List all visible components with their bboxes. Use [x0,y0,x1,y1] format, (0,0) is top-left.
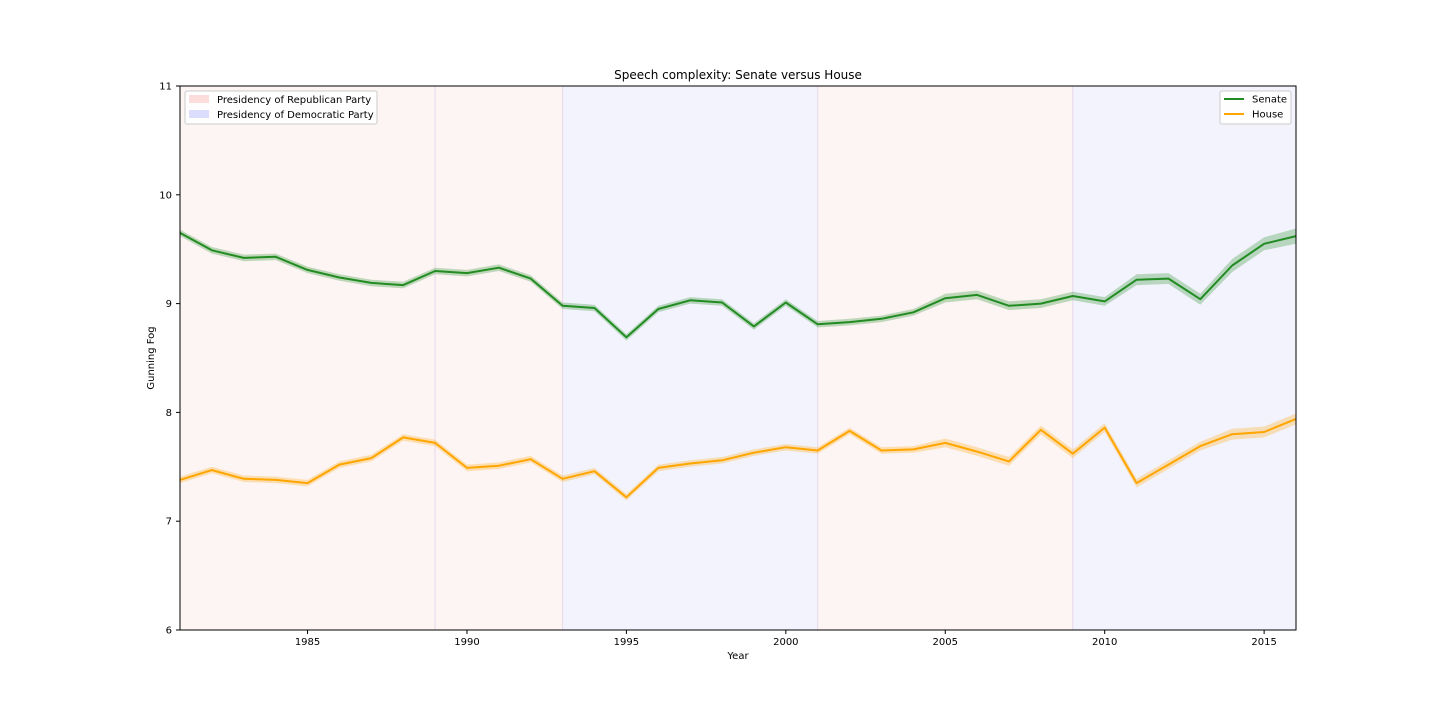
y-tick-label: 8 [166,408,172,419]
x-tick-label: 2005 [933,637,958,648]
senate-line [179,232,1297,339]
y-tick-label: 7 [166,517,172,528]
y-axis-label: Gunning Fog [146,326,157,389]
plot-frame [179,85,1297,631]
legend-presidency: Presidency of Republican Party Presidency… [184,90,378,125]
legend-series: Senate House [1219,90,1292,125]
presidency-period-democratic [1072,86,1296,630]
legend-label: Presidency of Republican Party [217,95,371,106]
x-axis: 1985 1990 1995 2000 2005 2010 2015 [295,630,1277,648]
y-tick-label: 10 [159,190,172,201]
legend-label: Senate [1252,95,1287,106]
y-axis: 6 7 8 9 10 11 [159,82,180,637]
x-tick-label: 1990 [454,637,479,648]
presidency-shading [180,86,1296,630]
presidency-period-democratic [562,86,818,630]
x-tick-label: 1995 [614,637,639,648]
legend-swatch [189,110,209,118]
x-tick-label: 2000 [773,637,798,648]
presidency-period-republican [817,86,1073,630]
y-tick-label: 6 [166,626,172,637]
y-tick-label: 11 [159,82,172,93]
x-tick-label: 2015 [1251,637,1276,648]
chart-title: Speech complexity: Senate versus House [614,68,862,82]
presidency-period-republican [435,86,563,630]
legend-label: Presidency of Democratic Party [217,110,374,121]
y-tick-label: 9 [166,299,172,310]
presidency-period-republican [180,86,436,630]
legend-label: House [1252,110,1283,121]
legend-box [184,90,378,125]
x-tick-label: 1985 [295,637,320,648]
series-lines [179,232,1297,499]
x-axis-label: Year [726,651,749,662]
legend-swatch [189,95,209,103]
house-line [179,417,1297,499]
x-tick-label: 2010 [1092,637,1117,648]
